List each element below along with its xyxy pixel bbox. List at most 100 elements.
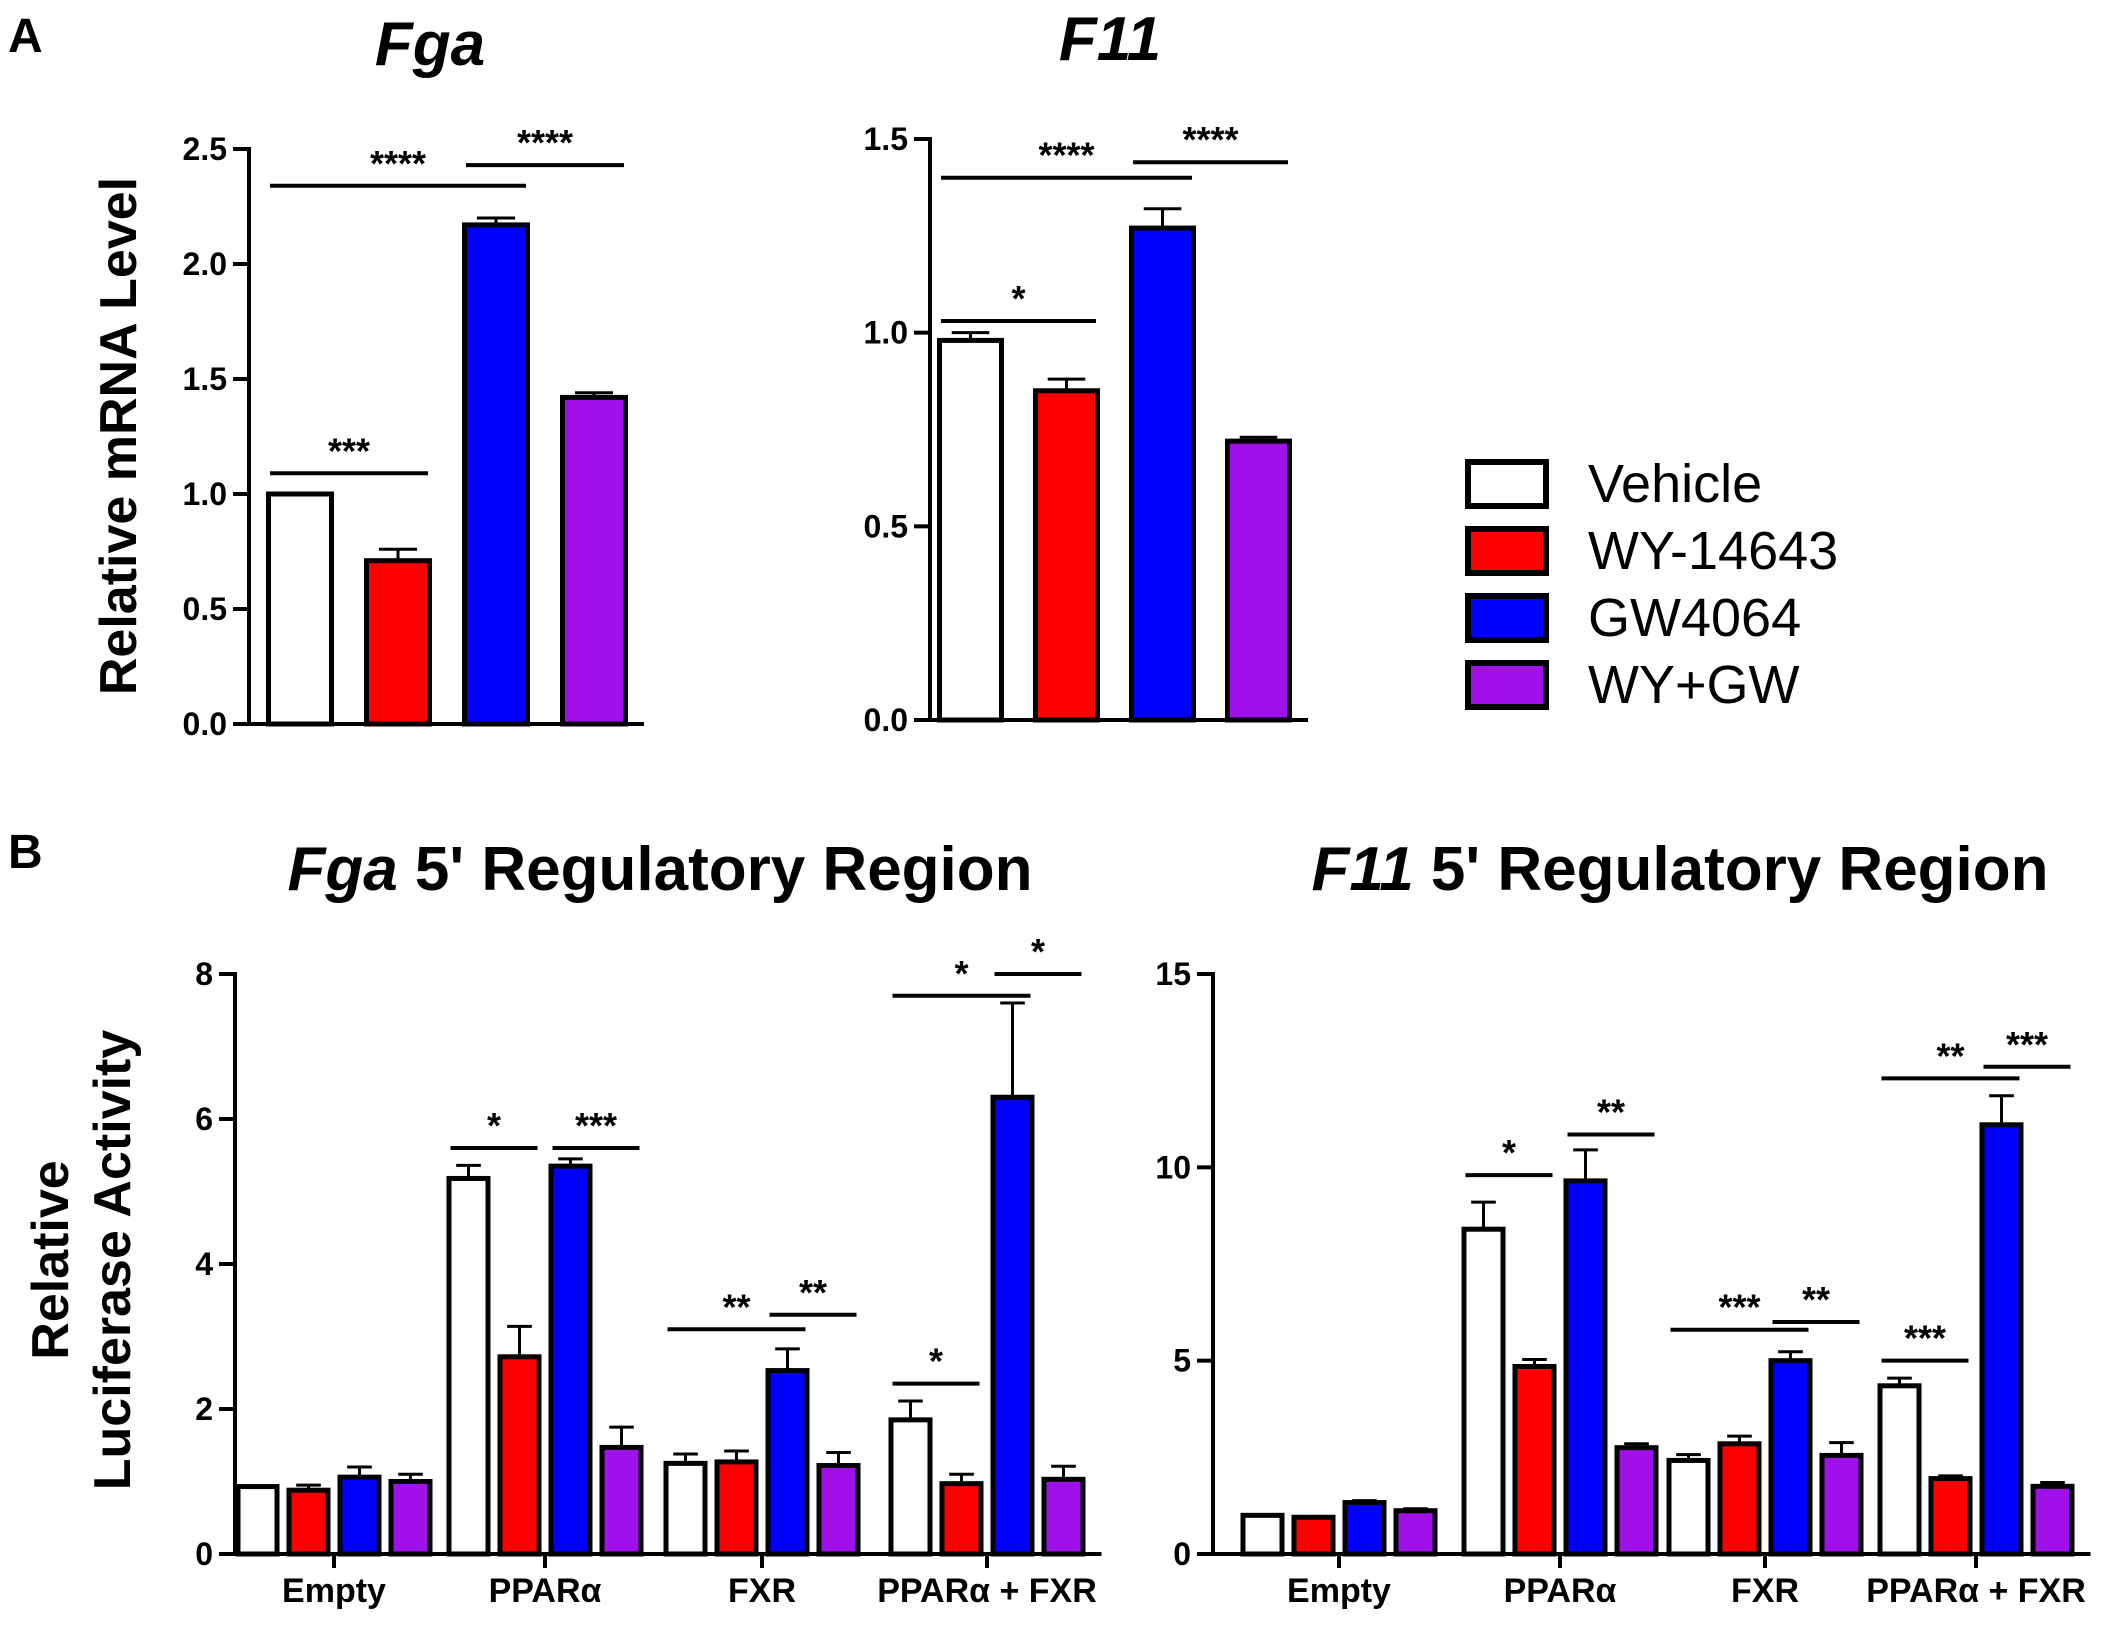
legend-swatch <box>1465 526 1549 576</box>
y-tick-label: 8 <box>195 956 213 992</box>
bar-gw4064 <box>548 1163 593 1557</box>
y-tick-label: 0.5 <box>864 508 908 544</box>
panel-label-a: A <box>8 10 43 63</box>
y-tick-label: 0.0 <box>864 702 908 738</box>
y-tick-label: 2.0 <box>183 246 227 282</box>
bar-wy-14643 <box>1928 1476 1973 1557</box>
y-tick-label: 1.0 <box>183 476 227 512</box>
y-tick-label: 10 <box>1155 1149 1191 1185</box>
bar-gw4064 <box>337 1474 382 1557</box>
chart-title: Fga <box>375 10 485 79</box>
y-tick-label: 1.5 <box>864 121 908 157</box>
y-tick-label: 0 <box>1173 1536 1191 1572</box>
significance-label: ** <box>799 1272 827 1313</box>
y-tick-label: 1.0 <box>864 315 908 351</box>
bar-vehicle <box>1240 1512 1285 1557</box>
significance-label: **** <box>1182 119 1238 160</box>
bar-wy-gw <box>816 1463 861 1557</box>
significance-label: *** <box>2006 1024 2048 1065</box>
bar-gw4064 <box>990 1094 1035 1557</box>
bar-wy-gw <box>1614 1445 1659 1557</box>
chart-title-gene: Fga <box>375 10 485 79</box>
bar-vehicle <box>1666 1457 1711 1557</box>
bar-vehicle <box>1461 1226 1506 1557</box>
bar-vehicle <box>1877 1383 1922 1557</box>
bar-gw4064 <box>1563 1178 1608 1557</box>
bar-gw4064 <box>462 222 530 727</box>
bar-wy-14643 <box>286 1487 331 1557</box>
charts-group: Fga 0.0 0.5 1.0 1.5 2.0 2.5 Relative mRNA Level… <box>22 5 2091 1610</box>
bar-wy-gw <box>1041 1476 1086 1557</box>
bar-wy-14643 <box>714 1459 759 1557</box>
significance-label: *** <box>328 430 370 471</box>
y-axis-title: Relative <box>22 1160 80 1359</box>
category-label: FXR <box>1731 1572 1799 1610</box>
significance-label: * <box>487 1105 501 1146</box>
bar-wy-gw <box>560 394 628 727</box>
bar-vehicle <box>937 337 1004 723</box>
legend-swatch <box>1465 660 1549 710</box>
panel-label-b: B <box>8 826 43 879</box>
bar-gw4064 <box>1768 1358 1813 1557</box>
y-tick-label: 1.5 <box>183 361 227 397</box>
legend-swatch <box>1465 593 1549 643</box>
significance-label: * <box>1502 1132 1516 1173</box>
significance-label: * <box>1011 278 1025 319</box>
chart-title-gene: F11 <box>1311 835 1413 904</box>
bar-wy-14643 <box>364 558 432 727</box>
chart-title-rest: 5' Regulatory Region <box>398 835 1033 904</box>
chart-title-gene: Fga <box>287 835 397 904</box>
significance-label: *** <box>1904 1318 1946 1359</box>
chart-title-gene: F11 <box>1059 5 1161 74</box>
y-axis-title: Relative mRNA Level <box>90 177 148 695</box>
category-label: PPARα + FXR <box>1866 1572 2086 1610</box>
legend-label: GW4064 <box>1588 588 1801 648</box>
significance-label: **** <box>517 122 573 163</box>
significance-label: **** <box>1038 135 1094 176</box>
significance-label: ** <box>1936 1035 1964 1076</box>
y-tick-label: 0 <box>195 1536 213 1572</box>
bar-wy-14643 <box>1291 1514 1336 1557</box>
bar-wy-14643 <box>1717 1441 1762 1557</box>
bar-gw4064 <box>1129 225 1196 723</box>
y-tick-label: 4 <box>195 1246 213 1282</box>
legend: Vehicle WY-14643 GW4064 WY+GW <box>1465 454 1838 715</box>
bar-vehicle <box>235 1484 280 1557</box>
chart-fga-mrna: Fga 0.0 0.5 1.0 1.5 2.0 2.5 Relative mRNA Level… <box>90 10 644 742</box>
chart-fga-luciferase: Fga 5' Regulatory Region 0 2 4 6 8 Empty PPARα F… <box>22 835 1102 1610</box>
y-tick-label: 2 <box>195 1391 213 1427</box>
legend-label: WY-14643 <box>1588 521 1838 581</box>
bar-wy-gw <box>599 1444 644 1557</box>
significance-label: ** <box>1597 1091 1625 1132</box>
significance-label: **** <box>370 143 426 184</box>
legend-swatch <box>1465 459 1549 509</box>
bar-wy-gw <box>1819 1452 1864 1557</box>
significance-label: *** <box>575 1105 617 1146</box>
category-label: PPARα <box>1504 1572 1617 1610</box>
bar-wy-14643 <box>1033 388 1100 723</box>
category-label: Empty <box>1287 1572 1391 1610</box>
legend-label: WY+GW <box>1588 655 1800 715</box>
category-label: FXR <box>728 1572 796 1610</box>
bar-vehicle <box>888 1417 933 1557</box>
significance-label: * <box>1031 931 1045 972</box>
bar-wy-14643 <box>939 1481 984 1557</box>
legend-label: Vehicle <box>1588 454 1762 514</box>
y-tick-label: 0.0 <box>183 706 227 742</box>
chart-title: F11 5' Regulatory Region <box>1311 835 2048 904</box>
significance-label: *** <box>1718 1287 1760 1328</box>
chart-title-rest: 5' Regulatory Region <box>1414 835 2049 904</box>
significance-label: * <box>954 953 968 994</box>
significance-label: ** <box>722 1286 750 1327</box>
chart-title: Fga 5' Regulatory Region <box>287 835 1032 904</box>
bar-wy-14643 <box>497 1354 542 1557</box>
y-tick-label: 2.5 <box>183 131 227 167</box>
bar-wy-14643 <box>1512 1363 1557 1557</box>
chart-title: F11 <box>1059 5 1161 74</box>
significance-label: * <box>929 1341 943 1382</box>
bar-vehicle <box>663 1460 708 1557</box>
bar-wy-gw <box>388 1479 433 1557</box>
